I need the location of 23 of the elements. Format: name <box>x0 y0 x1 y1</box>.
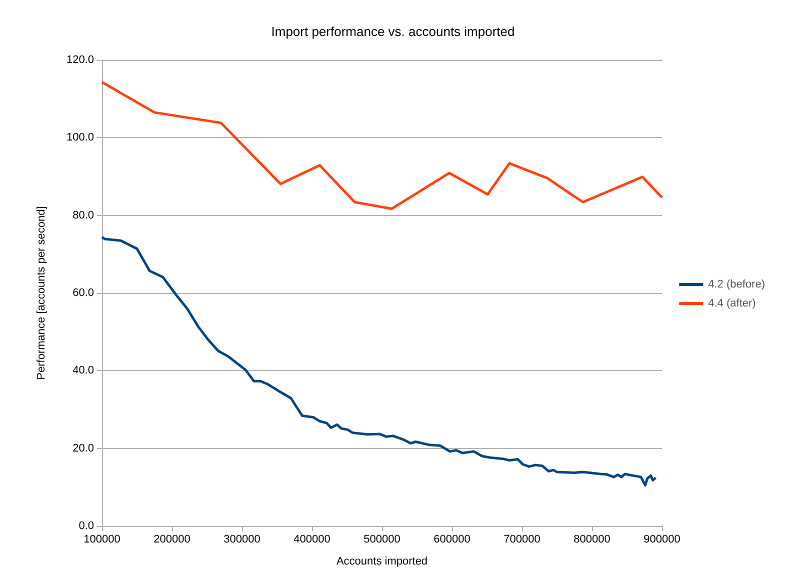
y-tick-label: 40.0 <box>72 364 94 377</box>
x-tick-label: 700000 <box>504 534 540 546</box>
x-tick-label: 400000 <box>294 534 330 546</box>
x-axis-title: Accounts imported <box>336 556 428 568</box>
legend-label: 4.4 (after) <box>708 298 756 310</box>
x-tick-label: 900000 <box>644 534 680 546</box>
x-tick-label: 200000 <box>154 534 190 546</box>
y-tick-label: 80.0 <box>72 209 94 222</box>
line-series <box>100 236 657 486</box>
x-tick-label: 300000 <box>224 534 260 546</box>
x-tick-label: 500000 <box>364 534 400 546</box>
x-tick-label: 100000 <box>84 534 120 546</box>
y-tick-label: 0.0 <box>78 520 94 532</box>
y-axis-title: Performance [accounts per second] <box>36 206 48 380</box>
chart-title: Import performance vs. accounts imported <box>271 24 515 39</box>
line-series <box>100 80 664 210</box>
y-tick-label: 20.0 <box>72 442 94 454</box>
x-tick-label: 600000 <box>434 534 470 546</box>
y-tick-label: 100.0 <box>66 132 94 144</box>
y-tick-label: 120.0 <box>66 54 94 66</box>
legend-label: 4.2 (before) <box>708 278 766 290</box>
y-tick-label: 60.0 <box>72 287 94 299</box>
x-tick-label: 800000 <box>574 534 610 546</box>
